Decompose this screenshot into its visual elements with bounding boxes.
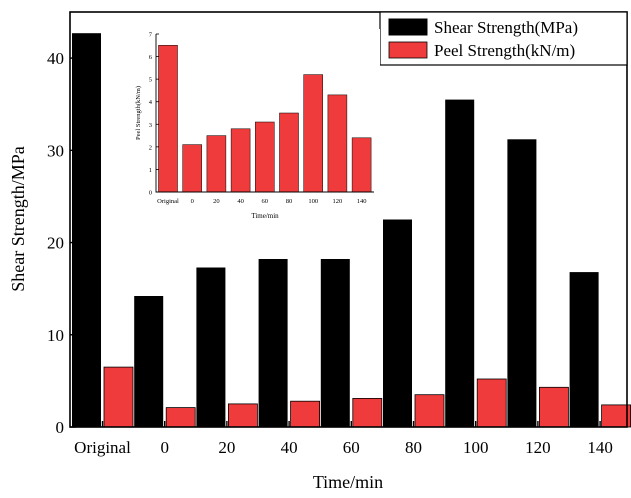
inset-y-tick-label: 7 [149, 32, 153, 39]
inset-y-tick-label: 2 [149, 144, 152, 151]
bar-shear-80 [383, 219, 412, 427]
inset-y-axis-label: Peel Strength(kN/m) [135, 86, 142, 140]
bar-peel-20 [227, 403, 258, 428]
inset-bar-20 [206, 135, 227, 193]
bar-peel-100 [476, 378, 507, 428]
inset-bar-140 [351, 137, 372, 193]
x-tick-label: 80 [405, 438, 422, 457]
main-x-axis-label: Time/min [313, 472, 383, 492]
inset-y-tick-label: 6 [149, 54, 153, 61]
main-bars-group [72, 33, 631, 428]
main-y-ticks: 0 10 20 30 40 [47, 49, 76, 437]
bar-shear-0 [134, 296, 164, 427]
bar-peel-original [103, 366, 134, 428]
bar-peel-40 [290, 400, 321, 428]
main-y-axis-label: Shear Strength/MPa [8, 146, 28, 292]
legend-swatch-peel [388, 41, 428, 59]
y-tick-label: 10 [47, 326, 64, 345]
inset-y-tick-label: 4 [149, 99, 153, 106]
inset-x-tick-label: 60 [262, 198, 269, 205]
inset-x-tick-label: 0 [191, 198, 194, 205]
bar-shear-140 [569, 272, 599, 427]
inset-x-tick-label: 20 [213, 198, 220, 205]
x-tick-label: 140 [587, 438, 613, 457]
bar-shear-20 [196, 267, 226, 427]
inset-bar-100 [303, 74, 323, 193]
y-tick-label: 40 [47, 49, 64, 68]
inset-x-axis-label: Time/min [251, 212, 279, 220]
bar-shear-original [72, 33, 101, 427]
x-tick-label: 100 [463, 438, 489, 457]
inset-bar-120 [327, 94, 348, 193]
main-axes [69, 11, 628, 428]
bar-shear-60 [320, 230, 350, 427]
inset-x-tick-label: 140 [357, 198, 367, 205]
bar-peel-80 [414, 394, 445, 428]
inset-chart: 0 1 2 3 4 5 6 7 Original 0 20 40 60 80 100 120 140 Time… [122, 29, 380, 259]
inset-x-ticks: Original 0 20 40 60 80 100 120 140 [157, 198, 366, 205]
inset-bar-80 [279, 112, 299, 193]
inset-x-tick-label: Original [157, 198, 179, 205]
bar-shear-40 [258, 245, 288, 427]
inset-bar-0 [182, 144, 202, 193]
inset-bar-40 [230, 128, 251, 193]
x-tick-label: 0 [160, 438, 169, 457]
inset-y-ticks: 0 1 2 3 4 5 6 7 [149, 32, 159, 197]
x-tick-label: 40 [281, 438, 298, 457]
bar-peel-0 [165, 407, 196, 428]
inset-y-tick-label: 5 [149, 77, 152, 84]
inset-bar-60 [255, 121, 275, 193]
inset-y-tick-label: 1 [149, 167, 152, 174]
inset-x-tick-label: 100 [308, 198, 318, 205]
main-x-ticks: Original 0 20 40 60 80 100 120 140 [74, 421, 613, 457]
bar-peel-60 [352, 397, 383, 428]
y-tick-label: 30 [47, 141, 64, 160]
x-tick-label: 60 [343, 438, 360, 457]
inset-x-tick-label: 80 [286, 198, 293, 205]
legend: Shear Strength(MPa) Peel Strength(kN/m) [379, 11, 628, 66]
legend-swatch-shear [388, 18, 428, 36]
x-tick-label: 120 [525, 438, 551, 457]
bar-shear-100 [445, 99, 475, 427]
inset-bar-original [158, 45, 178, 193]
legend-label-shear: Shear Strength(MPa) [434, 18, 578, 37]
inset-x-tick-label: 120 [333, 198, 343, 205]
y-tick-label: 0 [56, 418, 65, 437]
main-plot-frame [69, 11, 628, 428]
inset-x-tick-label: 40 [237, 198, 244, 205]
inset-y-tick-label: 3 [149, 122, 152, 129]
bar-peel-120 [539, 386, 569, 428]
inset-y-tick-label: 0 [149, 190, 152, 197]
bar-shear-120 [507, 139, 537, 428]
legend-label-peel: Peel Strength(kN/m) [434, 41, 575, 60]
x-tick-label: 20 [218, 438, 235, 457]
x-tick-label: Original [74, 438, 131, 457]
y-tick-label: 20 [47, 234, 64, 253]
